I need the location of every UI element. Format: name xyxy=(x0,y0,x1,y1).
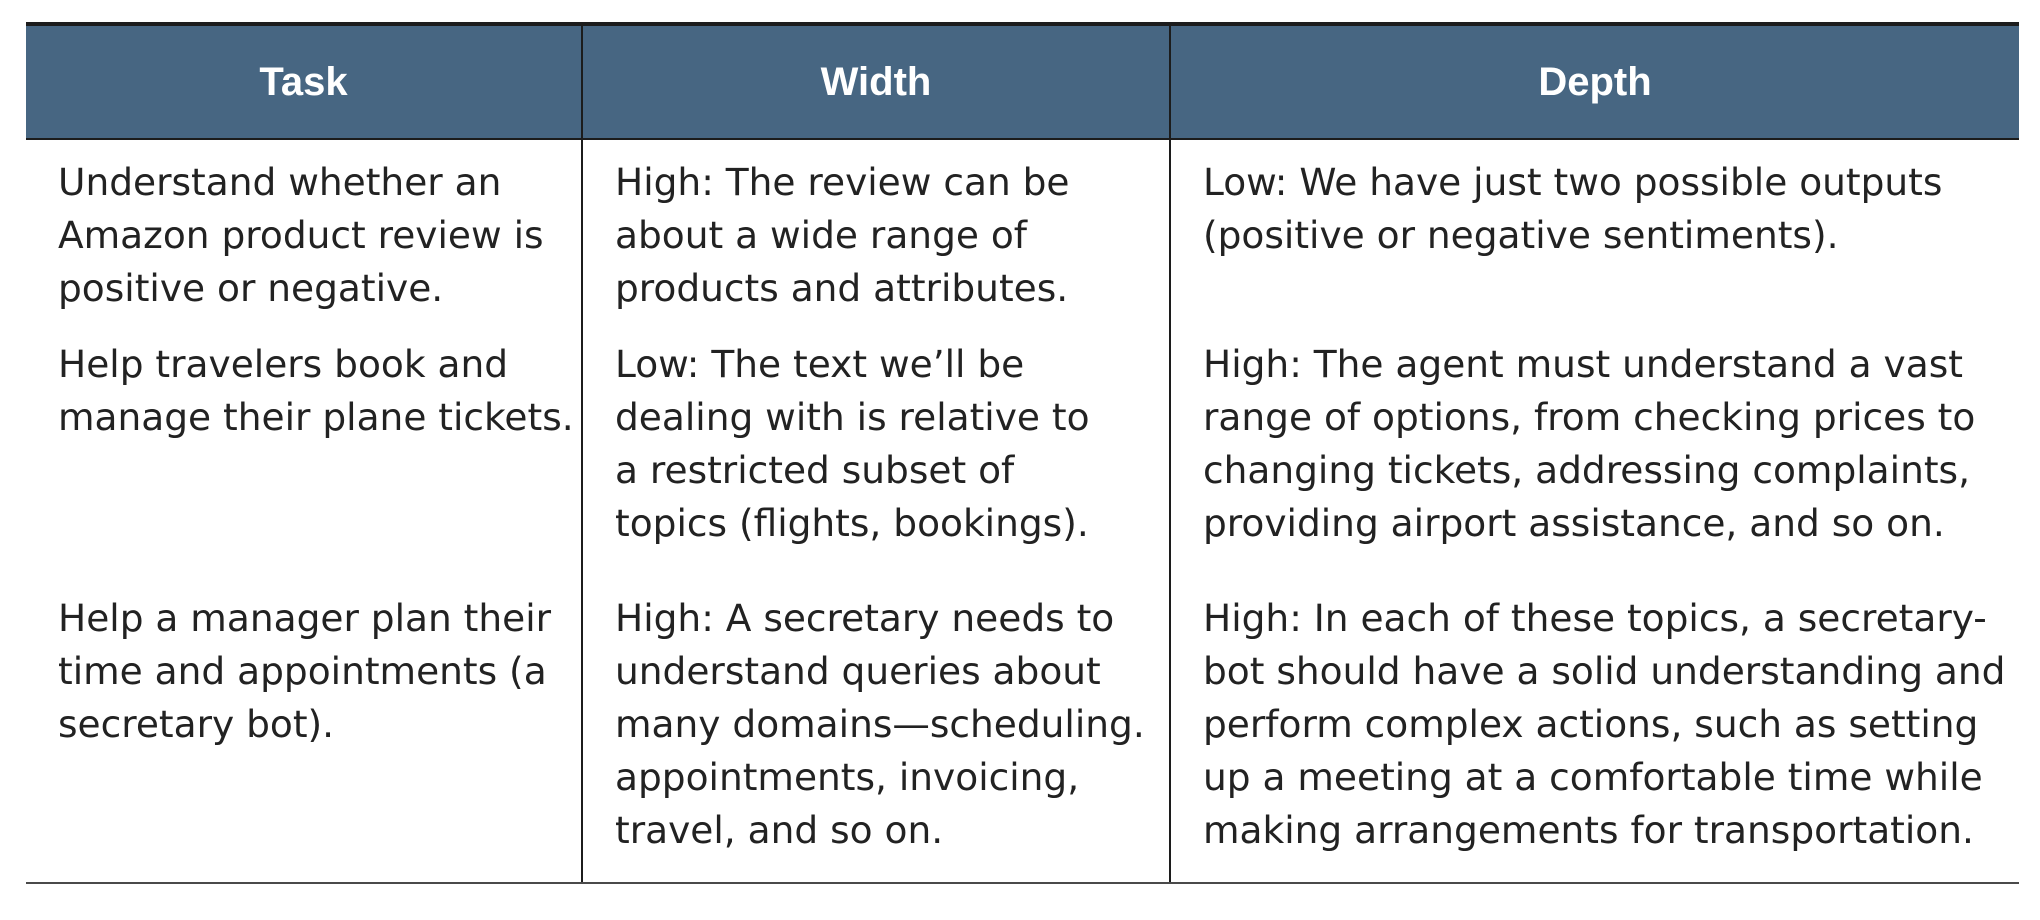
depth-cell: High: In each of these topics, a secreta… xyxy=(1169,592,2019,884)
header-width: Width xyxy=(581,22,1170,140)
depth-cell: High: The agent must understand a vast r… xyxy=(1169,338,2019,592)
header-row: Task Width Depth xyxy=(26,22,2019,140)
table-row: Help a manager plan their time and appoi… xyxy=(26,592,2019,884)
table-body: Understand whether an Amazon product rev… xyxy=(26,139,2019,884)
table-row: Understand whether an Amazon product rev… xyxy=(26,139,2019,338)
task-cell: Help travelers book and manage their pla… xyxy=(58,342,574,439)
table-header: Task Width Depth xyxy=(26,22,2019,140)
width-cell: Low: The text we’ll be dealing with is r… xyxy=(581,338,1170,592)
task-width-depth-table: Task Width Depth Understand whether an A… xyxy=(26,22,2019,884)
width-cell: High: A secretary needs to understand qu… xyxy=(581,592,1170,884)
table-row: Help travelers book and manage their pla… xyxy=(26,338,2019,592)
task-cell: Understand whether an Amazon product rev… xyxy=(58,160,544,310)
width-cell: High: The review can be about a wide ran… xyxy=(581,139,1170,338)
depth-cell: Low: We have just two possible outputs (… xyxy=(1169,139,2019,338)
header-task: Task xyxy=(26,22,582,140)
task-cell: Help a manager plan their time and appoi… xyxy=(26,592,582,884)
comparison-table-container: Task Width Depth Understand whether an A… xyxy=(26,22,2019,884)
header-depth: Depth xyxy=(1169,22,2019,140)
